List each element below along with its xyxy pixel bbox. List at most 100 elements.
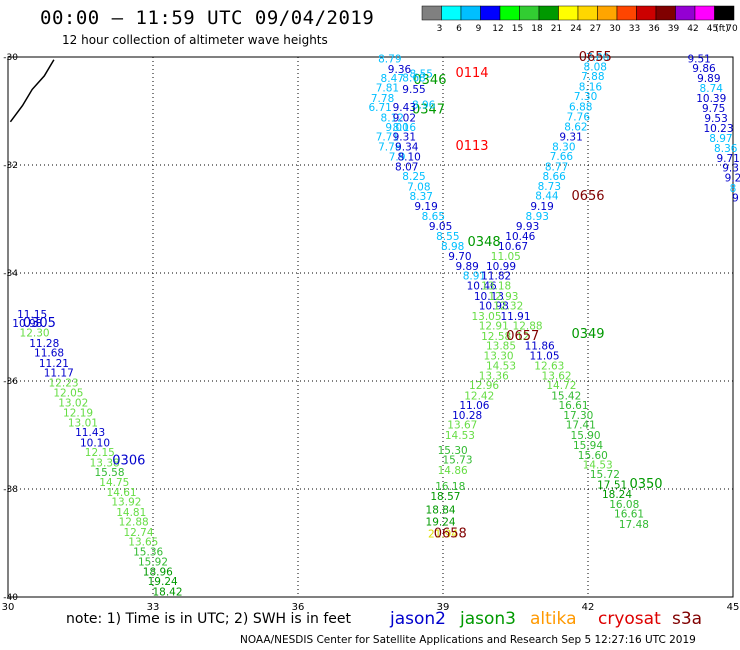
wave-height-label: 8.79 — [378, 53, 401, 65]
pass-time-label: 0655 — [579, 50, 612, 65]
legend-swatch — [675, 5, 696, 21]
satellite-cryosat: cryosat — [598, 609, 661, 629]
wave-height-label: 9.31 — [393, 132, 416, 144]
satellite-s3a: s3a — [672, 609, 703, 629]
satellite-altika: altika — [530, 609, 577, 629]
wave-height-label: 15.58 — [94, 467, 124, 479]
wave-height-label: 12.05 — [53, 388, 83, 400]
legend-label: 70 — [726, 24, 738, 34]
wave-height-label: 14.53 — [583, 459, 613, 471]
legend-swatch — [597, 5, 618, 21]
wave-height-label: 12.88 — [119, 517, 149, 529]
wave-height-label: 18.42 — [152, 586, 182, 598]
legend-label: 6 — [456, 24, 462, 34]
wave-height-label: 17.48 — [619, 519, 649, 531]
wave-height-label: 8.74 — [700, 83, 724, 95]
wave-height-label: 12.88 — [513, 321, 543, 333]
wave-height-label: 11.05 — [491, 251, 521, 263]
legend-swatch — [441, 5, 462, 21]
legend-swatch — [480, 5, 501, 21]
wave-height-label: 9.19 — [530, 201, 553, 213]
footer-note: note: 1) Time is in UTC; 2) SWH is in fe… — [66, 611, 352, 627]
wave-height-label: 11.43 — [75, 427, 105, 439]
wave-height-label: 14.61 — [107, 487, 137, 499]
pass-time-label: 0113 — [455, 139, 488, 154]
wave-height-label: 10.46 — [505, 231, 535, 243]
wave-height-label: 14.86 — [438, 465, 468, 477]
pass-time-label: 0349 — [571, 327, 604, 342]
wave-height-label: 6.88 — [569, 101, 592, 113]
wave-height-label: 9.02 — [393, 112, 416, 124]
legend-label: 30 — [609, 24, 621, 34]
wave-height-label: 13.38 — [90, 457, 120, 469]
wave-height-label: 11.06 — [459, 400, 489, 412]
x-tick-label: 36 — [292, 602, 305, 613]
wave-height-label: 17.30 — [563, 410, 593, 422]
wave-height-label: 18.96 — [143, 566, 173, 578]
legend-label: 36 — [648, 24, 660, 34]
legend-label: 39 — [668, 24, 680, 34]
legend-swatch — [519, 5, 540, 21]
wave-height-label: 19.24 — [148, 576, 178, 588]
pass-time-label: 0350 — [629, 477, 662, 492]
wave-height-label: 13.05 — [471, 311, 501, 323]
legend-swatch — [694, 5, 715, 21]
wave-height-label: 8.12 — [381, 112, 404, 124]
plot-frame — [7, 56, 734, 598]
wave-height-label: 12.30 — [20, 328, 50, 340]
footer-credit: NOAA/NESDIS Center for Satellite Applica… — [240, 634, 696, 646]
wave-height-label: 16.18 — [435, 481, 465, 493]
wave-height-label: 8.96 — [412, 99, 436, 111]
wave-height-label: 12.42 — [464, 390, 494, 402]
wave-height-label: 8.36 — [714, 143, 738, 155]
wave-height-label: 16.08 — [609, 499, 639, 511]
legend-swatch — [558, 5, 579, 21]
legend-unit: (ft) — [715, 24, 729, 34]
wave-height-label: 8.25 — [402, 171, 425, 183]
wave-height-label: 11.68 — [34, 348, 64, 360]
wave-height-label: 13.30 — [484, 350, 514, 362]
legend-label: 24 — [570, 24, 582, 34]
legend-label: 42 — [687, 24, 698, 34]
wave-height-label: 8.10 — [397, 152, 420, 164]
y-tick-label: -40 — [3, 593, 18, 603]
wave-height-label: 13.85 — [486, 341, 516, 353]
wave-height-label: 13.18 — [481, 281, 511, 293]
wave-height-label: 7.9 — [389, 152, 406, 164]
wave-height-label: 7.88 — [581, 71, 604, 83]
wave-height-label: 10.98 — [479, 301, 509, 313]
pass-time-label: 0347 — [412, 103, 445, 118]
wave-height-label: 9.19 — [414, 201, 437, 213]
wave-height-label: 7.78 — [378, 141, 401, 153]
wave-height-label: 8.16 — [579, 81, 603, 93]
wave-height-label: 16.61 — [614, 509, 644, 521]
wave-height-label: 9.70 — [448, 251, 471, 263]
pass-time-label: 0656 — [571, 189, 604, 204]
legend-swatch — [538, 5, 559, 21]
wave-height-label: 10.98 — [12, 318, 42, 330]
wave-height-label: 13.92 — [111, 497, 141, 509]
pass-time-label: 0305 — [23, 316, 56, 331]
wave-height-label: 7.76 — [567, 112, 591, 124]
wave-height-label: 13.62 — [542, 370, 572, 382]
wave-height-label: 12.58 — [481, 331, 511, 343]
wave-height-label: 9.34 — [395, 141, 419, 153]
pass-time-label: 0114 — [455, 66, 488, 81]
wave-height-label: 8.68 — [402, 72, 425, 84]
y-tick-label: -34 — [3, 269, 18, 279]
wave-height-label: 9.31 — [559, 132, 582, 144]
wave-height-label: 7.78 — [371, 93, 394, 105]
wave-height-label: 7.71 — [376, 132, 399, 144]
x-tick-label: 42 — [582, 602, 595, 613]
legend-label: 3 — [437, 24, 443, 34]
wave-height-label: 14.81 — [116, 507, 146, 519]
wave-height-label: 8 — [730, 183, 737, 195]
wave-height-label: 16.61 — [558, 400, 588, 412]
coastline — [9, 59, 55, 123]
wave-height-label: 15.36 — [133, 546, 163, 558]
wave-height-label: 6.71 — [368, 102, 391, 114]
wave-height-label: 12.96 — [469, 380, 499, 392]
wave-height-label: 8.77 — [545, 161, 568, 173]
legend-label: 18 — [531, 24, 543, 34]
